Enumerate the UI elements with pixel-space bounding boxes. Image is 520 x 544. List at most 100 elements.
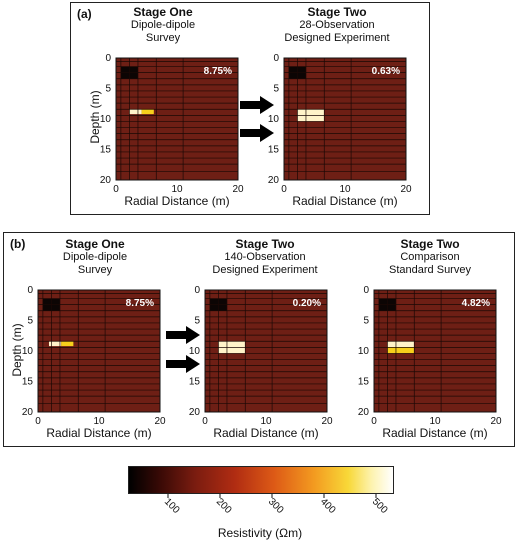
misfit-percent-label: 4.82% (462, 298, 490, 309)
resistivity-plot-b2: 0.20% 0 5 10 15 20 0 10 20 (189, 285, 333, 427)
anomaly-cell (387, 341, 415, 348)
plot-frame (283, 57, 407, 181)
y-tick-label: 20 (22, 407, 34, 418)
panel-a-label: (a) (77, 7, 92, 21)
x-tick-label: 20 (490, 416, 502, 427)
y-tick-label: 5 (27, 316, 33, 327)
stage-subtitle-1: Comparison (400, 251, 460, 263)
colorbar-tick-label: 100 (162, 496, 182, 516)
resistivity-plot-b1: 8.75% 0 5 10 15 20 0 10 20 (22, 285, 166, 427)
colorbar-tick-label: 500 (370, 496, 390, 516)
panel-a: (a) (70, 2, 430, 215)
colorbar-tick-label: 400 (318, 496, 338, 516)
y-tick-label: 5 (363, 316, 369, 327)
x-tick-label: 20 (154, 416, 166, 427)
y-tick-label: 15 (189, 377, 201, 388)
anomaly-cell (387, 347, 415, 354)
x-tick-label: 0 (202, 416, 208, 427)
panel-b-label: (b) (10, 237, 26, 251)
arrow-icon (166, 326, 200, 344)
stage-subtitle-2: Survey (77, 264, 113, 276)
anomaly-cell (48, 341, 62, 347)
stage-subtitle-1: Dipole-dipole (130, 19, 196, 31)
x-tick-label: 10 (429, 416, 441, 427)
stage-head-a1: Stage One Dipole-dipole Survey (108, 6, 218, 45)
stage-subtitle-2: Designed Experiment (284, 32, 390, 44)
y-tick-label: 10 (100, 114, 112, 125)
stage-subtitle-2: Standard Survey (389, 264, 471, 276)
x-axis-label-a2: Radial Distance (m) (292, 194, 398, 208)
y-tick-label: 20 (100, 175, 112, 186)
arrow-icon (240, 96, 274, 114)
x-tick-label: 0 (281, 184, 287, 195)
y-tick-label: 0 (363, 285, 369, 296)
y-tick-label: 5 (194, 316, 200, 327)
stage-head-b1: Stage One Dipole-dipole Survey (40, 238, 150, 277)
x-tick-label: 0 (113, 184, 119, 195)
stage-title: Stage Two (235, 237, 295, 251)
anomaly-cell (61, 341, 74, 347)
x-tick-label: 0 (371, 416, 377, 427)
y-tick-label: 20 (268, 175, 280, 186)
x-tick-label: 10 (260, 416, 272, 427)
y-tick-label: 15 (268, 145, 280, 156)
x-tick-label: 10 (171, 184, 183, 195)
stage-title: Stage Two (307, 5, 367, 19)
misfit-percent-label: 0.20% (293, 298, 321, 309)
y-tick-label: 10 (22, 346, 34, 357)
y-tick-label: 0 (194, 285, 200, 296)
plot-frame (373, 289, 497, 413)
resistivity-plot-a1: 8.75% 0 5 10 15 20 0 10 20 (100, 53, 244, 195)
stage-title: Stage Two (400, 237, 460, 251)
y-tick-label: 10 (268, 114, 280, 125)
x-tick-label: 20 (400, 184, 412, 195)
resistivity-plot-a2: 0.63% 0 5 10 15 20 0 10 20 (268, 53, 412, 195)
arrow-icon (166, 355, 200, 373)
plot-frame (115, 57, 239, 181)
stage-subtitle-1: 28-Observation (299, 19, 375, 31)
colorbar-tick-label: 200 (214, 496, 234, 516)
misfit-percent-label: 8.75% (204, 66, 232, 77)
stage-subtitle-1: Dipole-dipole (62, 251, 128, 263)
x-tick-label: 0 (35, 416, 41, 427)
stage-head-b3: Stage Two Comparison Standard Survey (365, 238, 495, 277)
colorbar-tick-label: 300 (266, 496, 286, 516)
panel-b: (b) (3, 232, 515, 447)
stage-subtitle-2: Survey (145, 32, 181, 44)
stage-head-b2: Stage Two 140-Observation Designed Exper… (200, 238, 330, 277)
plot-frame (37, 289, 161, 413)
colorbar (128, 466, 394, 494)
x-axis-label-b3: Radial Distance (m) (382, 426, 488, 440)
y-tick-label: 15 (358, 377, 370, 388)
stage-subtitle-2: Designed Experiment (212, 264, 318, 276)
plot-frame (204, 289, 328, 413)
y-tick-label: 5 (105, 84, 111, 95)
y-tick-label: 20 (358, 407, 370, 418)
misfit-percent-label: 0.63% (372, 66, 400, 77)
x-axis-label-b2: Radial Distance (m) (213, 426, 319, 440)
y-tick-label: 0 (27, 285, 33, 296)
x-tick-label: 10 (93, 416, 105, 427)
y-tick-label: 10 (358, 346, 370, 357)
x-tick-label: 20 (232, 184, 244, 195)
x-axis-label-a1: Radial Distance (m) (124, 194, 230, 208)
stage-head-a2: Stage Two 28-Observation Designed Experi… (272, 6, 402, 45)
x-axis-label-b1: Radial Distance (m) (46, 426, 152, 440)
resistivity-plot-b3: 4.82% 0 5 10 15 20 0 10 20 (358, 285, 502, 427)
x-tick-label: 10 (339, 184, 351, 195)
colorbar-ticks: 100 200 300 400 500 (162, 494, 390, 516)
arrow-icon (240, 124, 274, 142)
y-tick-label: 5 (273, 84, 279, 95)
y-axis-label-b1: Depth (m) (10, 323, 24, 377)
stage-subtitle-1: 140-Observation (224, 251, 306, 263)
stage-title: Stage One (65, 237, 125, 251)
y-tick-label: 15 (22, 377, 34, 388)
x-tick-label: 20 (321, 416, 333, 427)
y-tick-label: 0 (105, 53, 111, 64)
misfit-percent-label: 8.75% (126, 298, 154, 309)
